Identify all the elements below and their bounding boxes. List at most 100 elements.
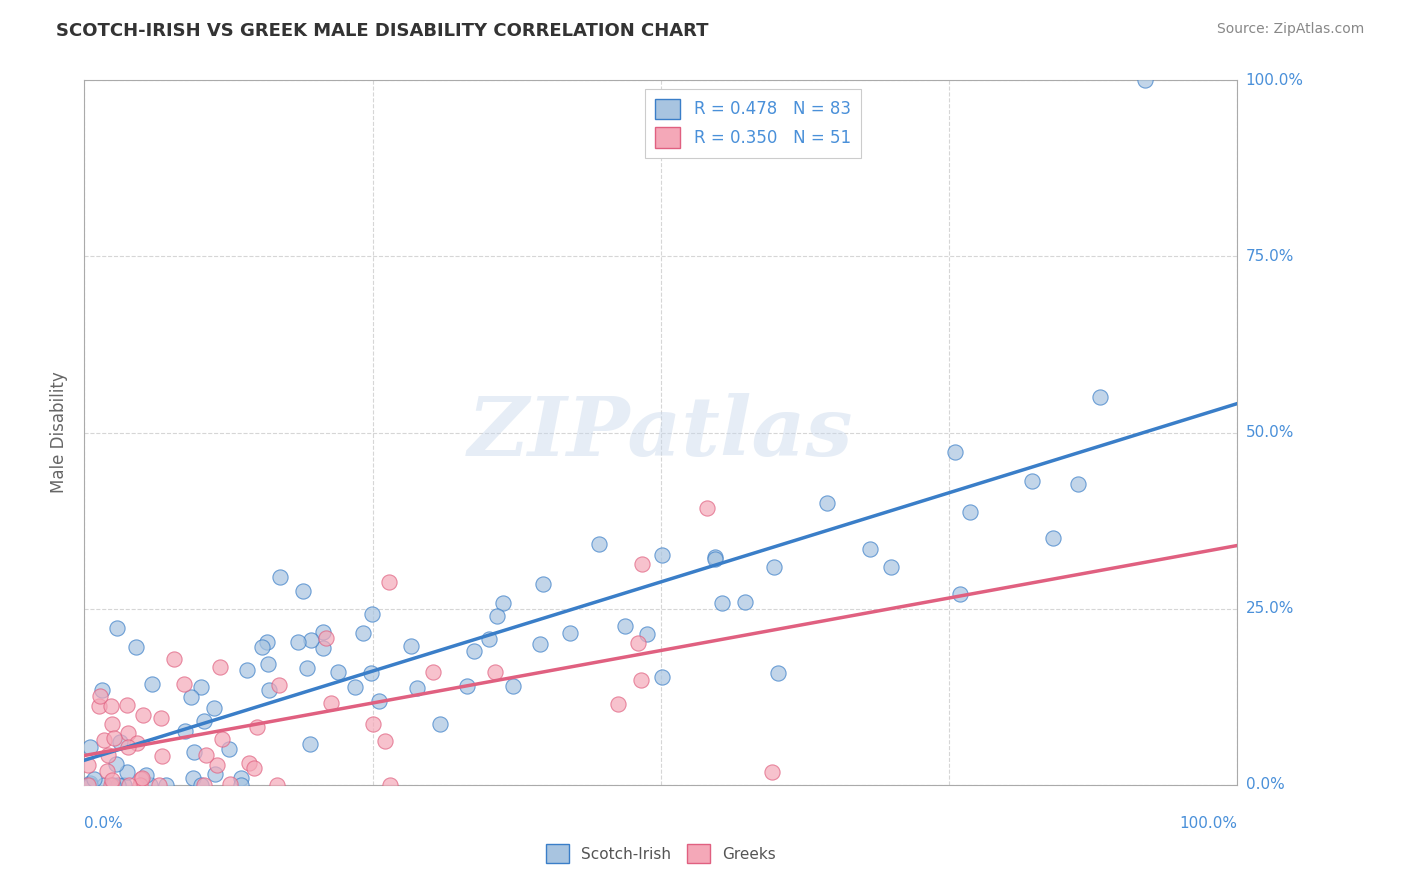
Point (79, 778, 101, 792)
Point (529, 637, 551, 651)
Point (1067, 477, 1090, 491)
Point (183, 771, 205, 785)
Point (343, 680, 366, 694)
Point (173, 724, 195, 739)
Point (651, 549, 673, 563)
Point (363, 717, 385, 731)
Point (766, 666, 789, 681)
Point (141, 677, 163, 691)
Point (1042, 531, 1064, 545)
Point (531, 577, 554, 591)
Point (1133, 73, 1156, 87)
Point (93, 732, 115, 747)
Point (880, 560, 903, 574)
Point (651, 670, 673, 684)
Point (173, 677, 195, 691)
Point (256, 657, 278, 671)
Point (89, 699, 111, 714)
Point (252, 640, 274, 654)
Point (209, 660, 232, 674)
Point (463, 644, 485, 658)
Point (101, 778, 124, 792)
Point (815, 496, 838, 510)
Point (183, 744, 205, 758)
Point (492, 596, 515, 610)
Point (295, 661, 318, 675)
Point (229, 771, 252, 785)
Point (246, 720, 269, 734)
Point (703, 549, 725, 564)
Point (368, 694, 391, 708)
Point (131, 771, 153, 785)
Point (710, 596, 733, 610)
Point (163, 652, 186, 666)
Point (734, 595, 756, 609)
Point (204, 766, 226, 780)
Text: 0.0%: 0.0% (1246, 778, 1284, 792)
Point (267, 677, 290, 691)
Point (211, 732, 233, 747)
Point (193, 714, 215, 728)
Point (202, 701, 225, 715)
Point (83, 772, 105, 786)
Point (115, 764, 138, 779)
Point (631, 558, 654, 572)
Point (287, 635, 309, 649)
Point (193, 778, 215, 792)
Point (456, 679, 478, 693)
Point (630, 673, 652, 688)
Point (93, 778, 115, 792)
Point (112, 778, 135, 792)
Point (180, 690, 202, 704)
Point (606, 698, 628, 712)
Point (132, 707, 155, 722)
Point (502, 679, 524, 693)
Point (148, 778, 170, 792)
Point (486, 608, 509, 623)
Point (299, 633, 322, 648)
Point (190, 778, 212, 792)
Text: 100.0%: 100.0% (1246, 73, 1303, 87)
Point (155, 778, 177, 792)
Point (1021, 474, 1043, 488)
Point (97, 747, 120, 762)
Point (291, 583, 314, 598)
Point (636, 626, 658, 640)
Point (107, 778, 129, 792)
Point (218, 742, 240, 756)
Point (761, 764, 783, 779)
Point (190, 680, 212, 694)
Point (613, 619, 636, 633)
Point (79, 776, 101, 790)
Point (949, 587, 972, 601)
Point (125, 640, 148, 655)
Point (101, 716, 124, 731)
Point (959, 505, 981, 519)
Point (269, 570, 291, 584)
Legend: Scotch-Irish, Greeks: Scotch-Irish, Greeks (540, 838, 782, 869)
Point (90, 682, 112, 697)
Point (360, 607, 382, 622)
Point (558, 626, 581, 640)
Point (236, 663, 259, 677)
Point (352, 626, 374, 640)
Point (125, 736, 148, 750)
Point (588, 537, 610, 551)
Point (103, 731, 125, 746)
Point (378, 575, 401, 590)
Point (135, 768, 157, 782)
Point (219, 777, 242, 791)
Point (1090, 390, 1112, 404)
Point (943, 445, 966, 459)
Point (115, 698, 138, 712)
Text: SCOTCH-IRISH VS GREEK MALE DISABILITY CORRELATION CHART: SCOTCH-IRISH VS GREEK MALE DISABILITY CO… (56, 22, 709, 40)
Point (312, 640, 335, 655)
Point (311, 625, 333, 640)
Point (205, 758, 228, 772)
Point (696, 501, 718, 516)
Point (105, 757, 128, 772)
Point (149, 711, 172, 725)
Point (108, 735, 131, 749)
Point (231, 778, 253, 792)
Point (256, 635, 278, 649)
